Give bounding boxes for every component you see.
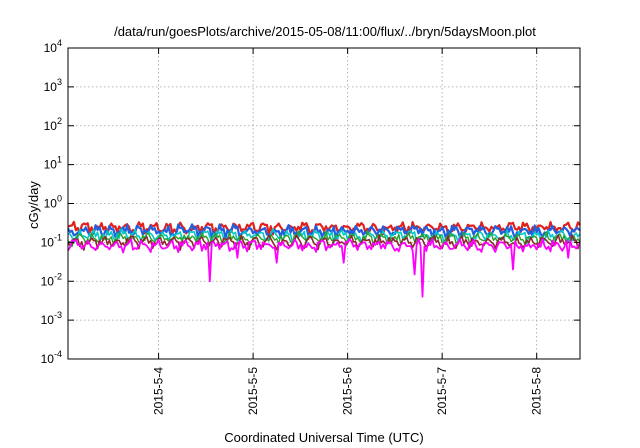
series-line-5 bbox=[67, 234, 581, 251]
y-tick-label: 101 bbox=[44, 155, 62, 172]
y-tick-label: 100 bbox=[44, 194, 62, 211]
x-axis-title: Coordinated Universal Time (UTC) bbox=[224, 430, 423, 445]
x-axis: 2015-5-4 2015-5-5 2015-5-6 2015-5-7 2015-5-8 bbox=[152, 48, 544, 415]
series-line-2 bbox=[67, 223, 581, 240]
series-layer bbox=[67, 220, 581, 298]
y-tick-label: 10-2 bbox=[41, 271, 62, 288]
series-line-6 bbox=[67, 238, 581, 298]
y-tick-label: 104 bbox=[44, 38, 62, 55]
grid bbox=[68, 48, 580, 359]
y-tick-label: 10-4 bbox=[41, 349, 62, 366]
x-tick-label: 2015-5-8 bbox=[530, 367, 544, 415]
y-tick-label: 10-1 bbox=[41, 232, 62, 249]
x-tick-label: 2015-5-4 bbox=[152, 367, 166, 415]
x-tick-label: 2015-5-5 bbox=[246, 367, 260, 415]
x-tick-label: 2015-5-6 bbox=[341, 367, 355, 415]
x-tick-label: 2015-5-7 bbox=[435, 367, 449, 415]
y-axis-title: cGy/day bbox=[26, 181, 41, 229]
y-tick-label: 103 bbox=[44, 77, 62, 94]
y-tick-label: 102 bbox=[44, 116, 62, 133]
y-tick-label: 10-3 bbox=[41, 310, 62, 327]
chart-title: /data/run/goesPlots/archive/2015-05-08/1… bbox=[114, 24, 536, 39]
y-axis: 10-4 10-3 10-2 10-1 100 101 102 103 104 bbox=[41, 38, 580, 366]
